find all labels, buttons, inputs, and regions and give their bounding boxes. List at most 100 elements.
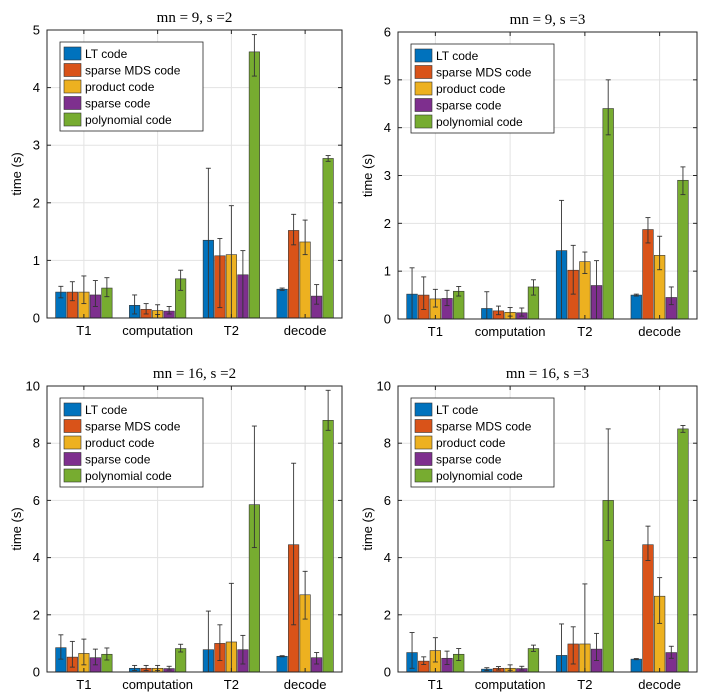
error-bar bbox=[251, 425, 257, 549]
legend-swatch bbox=[414, 402, 433, 417]
bar bbox=[677, 179, 689, 320]
legend-box bbox=[59, 41, 204, 132]
error-bar bbox=[444, 289, 450, 307]
y-tick-label: 0 bbox=[384, 312, 391, 327]
legend-entry: sparse MDS code bbox=[85, 64, 181, 78]
error-bar bbox=[143, 303, 149, 315]
legend-entry: sparse MDS code bbox=[436, 66, 532, 80]
legend-entry: product code bbox=[85, 80, 155, 94]
error-bar bbox=[680, 425, 686, 433]
chart-title: mn = 9, s =2 bbox=[157, 10, 233, 26]
error-bar bbox=[279, 655, 285, 658]
axes-box bbox=[397, 385, 698, 673]
chart-panel: 0 2 4 6 8 10 T1 computation T2 decode mn = 16, s =… bbox=[360, 366, 698, 692]
legend: LT code sparse MDS code product code sparse… bbox=[59, 41, 204, 132]
error-bar bbox=[217, 624, 223, 662]
y-tick-label: 6 bbox=[384, 493, 391, 508]
bar bbox=[322, 420, 334, 673]
legend: LT code sparse MDS code product code sparse… bbox=[410, 397, 555, 488]
error-bar bbox=[291, 462, 297, 626]
x-tick-label: T1 bbox=[428, 677, 443, 692]
error-bar bbox=[409, 632, 415, 669]
bar bbox=[276, 655, 288, 673]
error-bar bbox=[132, 664, 138, 672]
legend-entry: LT code bbox=[85, 47, 128, 61]
error-bar bbox=[81, 275, 87, 305]
bar bbox=[602, 108, 614, 320]
x-tick-label: computation bbox=[122, 677, 193, 692]
axes-box bbox=[46, 385, 343, 673]
legend-swatch bbox=[414, 419, 433, 433]
chart-panel: 0 1 2 3 4 5 T1 computation T2 decode mn = 9, s =2 t… bbox=[9, 10, 343, 338]
legend-entry: LT code bbox=[85, 403, 128, 417]
error-bar bbox=[668, 286, 674, 306]
error-bar bbox=[92, 280, 98, 307]
error-bar bbox=[444, 650, 450, 666]
error-bar bbox=[456, 648, 462, 662]
legend-entry: polynomial code bbox=[85, 469, 172, 483]
error-bar bbox=[325, 389, 331, 431]
error-bar bbox=[104, 647, 110, 661]
error-bar bbox=[633, 293, 639, 297]
error-bar bbox=[314, 284, 320, 305]
y-tick-label: 0 bbox=[384, 665, 391, 680]
legend-entry: product code bbox=[436, 436, 506, 450]
y-tick-label: 0 bbox=[33, 311, 40, 326]
bar bbox=[276, 288, 288, 319]
y-tick-label: 4 bbox=[33, 550, 40, 565]
x-tick-label: T2 bbox=[577, 677, 592, 692]
error-bar bbox=[240, 634, 246, 665]
x-tick-label: T2 bbox=[577, 324, 592, 339]
error-bar bbox=[81, 638, 87, 666]
chart-title: mn = 9, s =3 bbox=[510, 12, 586, 28]
error-bar bbox=[166, 306, 172, 315]
legend-entry: sparse code bbox=[436, 99, 502, 113]
legend-swatch bbox=[63, 468, 82, 483]
y-tick-label: 3 bbox=[384, 168, 391, 183]
error-bar bbox=[302, 219, 308, 256]
bar bbox=[642, 544, 654, 673]
legend-entry: sparse code bbox=[436, 453, 502, 467]
legend-entry: polynomial code bbox=[436, 469, 523, 483]
legend-swatch bbox=[63, 46, 82, 61]
y-tick-label: 2 bbox=[384, 607, 391, 622]
y-tick-label: 4 bbox=[384, 120, 391, 135]
error-bar bbox=[657, 577, 663, 624]
legend-swatch bbox=[414, 65, 433, 79]
error-bar bbox=[495, 305, 501, 316]
error-bar bbox=[166, 665, 172, 671]
error-bar bbox=[519, 665, 525, 671]
error-bar bbox=[58, 285, 64, 299]
y-tick-label: 0 bbox=[33, 665, 40, 680]
legend-swatch bbox=[63, 452, 82, 466]
y-axis-label: time (s) bbox=[360, 154, 375, 197]
x-tick-label: T1 bbox=[76, 323, 91, 338]
error-bar bbox=[680, 166, 686, 196]
y-tick-label: 5 bbox=[33, 23, 40, 38]
bar bbox=[248, 51, 260, 319]
y-tick-label: 2 bbox=[33, 607, 40, 622]
legend: LT code sparse MDS code product code sparse… bbox=[410, 43, 555, 134]
y-axis-label: time (s) bbox=[9, 507, 24, 550]
legend-entry: polynomial code bbox=[436, 115, 523, 129]
bar bbox=[322, 158, 334, 319]
error-bar bbox=[519, 307, 525, 317]
error-bar bbox=[657, 235, 663, 271]
x-tick-label: decode bbox=[638, 677, 681, 692]
legend-box bbox=[59, 397, 204, 488]
error-bar bbox=[143, 664, 149, 672]
error-bar bbox=[178, 643, 184, 653]
y-tick-label: 5 bbox=[384, 72, 391, 87]
error-bar bbox=[530, 644, 536, 652]
chart-title: mn = 16, s =3 bbox=[506, 366, 589, 382]
legend-box bbox=[410, 397, 555, 488]
chart-panel: 0 2 4 6 8 10 T1 computation T2 decode mn = 16, s =… bbox=[9, 366, 343, 692]
error-bar bbox=[645, 525, 651, 561]
error-bar bbox=[645, 217, 651, 244]
error-bar bbox=[314, 652, 320, 665]
bar bbox=[630, 294, 642, 320]
legend-swatch bbox=[414, 81, 433, 96]
chart-panel: 0 1 2 3 4 5 6 T1 computation T2 decode mn = 9, s =3… bbox=[360, 12, 698, 339]
error-bar bbox=[421, 276, 427, 310]
